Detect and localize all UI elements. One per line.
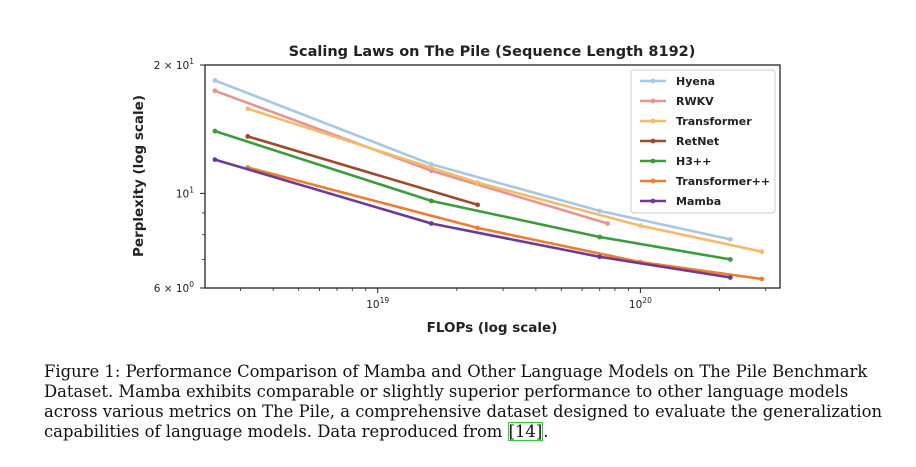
caption-line: capabilities of language models. Data re… bbox=[44, 422, 894, 442]
legend: Hyena RWKV Transformer RetNet H3++ Transforme… bbox=[630, 69, 776, 214]
series-line-transformerpp bbox=[246, 166, 764, 281]
data-point bbox=[428, 161, 434, 167]
caption-line: across various metrics on The Pile, a co… bbox=[44, 402, 882, 421]
chart-title: Scaling Laws on The Pile (Sequence Lengt… bbox=[289, 44, 696, 60]
series-layer bbox=[212, 78, 765, 282]
x-tick-label: 1020 bbox=[629, 296, 652, 311]
data-point bbox=[637, 223, 643, 229]
legend-box bbox=[630, 69, 776, 214]
data-point bbox=[212, 88, 218, 94]
legend-label: Hyena bbox=[676, 75, 715, 88]
legend-label: Mamba bbox=[676, 195, 721, 208]
data-point bbox=[245, 106, 251, 112]
y-tick-label: 101 bbox=[176, 185, 194, 200]
data-point bbox=[428, 221, 434, 226]
y-tick-label: 6 × 100 bbox=[154, 280, 195, 295]
legend-label: RWKV bbox=[676, 95, 714, 108]
series-line-transformer bbox=[246, 107, 764, 253]
y-tick-label: 2 × 101 bbox=[154, 57, 195, 72]
legend-label: Transformer bbox=[676, 115, 752, 128]
legend-label: H3++ bbox=[676, 155, 711, 168]
y-axis-label: Perplexity (log scale) bbox=[131, 95, 147, 257]
caption-text: capabilities of language models. Data re… bbox=[44, 422, 508, 441]
citation-link[interactable]: [14] bbox=[507, 422, 544, 441]
plot-area bbox=[204, 64, 781, 289]
data-point bbox=[605, 221, 610, 226]
data-point bbox=[597, 208, 603, 214]
legend-marker bbox=[650, 158, 656, 164]
legend-marker bbox=[650, 138, 656, 144]
data-point bbox=[597, 234, 603, 240]
chart: Scaling Laws on The Pile (Sequence Lengt… bbox=[131, 44, 781, 336]
legend-marker bbox=[650, 118, 656, 124]
series-line-h3pp bbox=[213, 129, 732, 261]
legend-marker bbox=[650, 198, 656, 204]
legend-marker bbox=[650, 178, 656, 184]
legend-marker bbox=[650, 98, 656, 104]
data-point bbox=[759, 249, 765, 255]
data-point bbox=[212, 78, 218, 83]
data-point bbox=[727, 275, 733, 280]
data-point bbox=[245, 134, 251, 139]
caption-line: Dataset. Mamba exhibits comparable or sl… bbox=[44, 382, 849, 401]
legend-marker bbox=[650, 78, 656, 84]
series-line-retnet bbox=[246, 135, 479, 207]
data-point bbox=[428, 198, 434, 204]
legend-label: Transformer++ bbox=[676, 175, 770, 188]
x-tick-label: 1019 bbox=[366, 296, 389, 311]
x-axis-label: FLOPs (log scale) bbox=[427, 320, 558, 336]
data-point bbox=[475, 180, 480, 185]
data-point bbox=[428, 168, 434, 174]
figure-caption: Figure 1: Performance Comparison of Mamb… bbox=[44, 362, 894, 442]
caption-text: . bbox=[543, 422, 549, 441]
data-point bbox=[212, 128, 218, 134]
series-line-hyena bbox=[213, 79, 732, 241]
data-point bbox=[597, 254, 603, 260]
series-line-mamba bbox=[213, 158, 732, 279]
data-point bbox=[727, 237, 733, 242]
caption-line: Figure 1: Performance Comparison of Mamb… bbox=[44, 362, 868, 381]
data-point bbox=[475, 225, 480, 231]
data-point bbox=[212, 157, 218, 163]
plot-frame bbox=[204, 64, 781, 289]
legend-label: RetNet bbox=[676, 135, 719, 148]
data-point bbox=[759, 276, 765, 282]
data-point bbox=[727, 257, 733, 262]
data-point bbox=[475, 202, 480, 208]
